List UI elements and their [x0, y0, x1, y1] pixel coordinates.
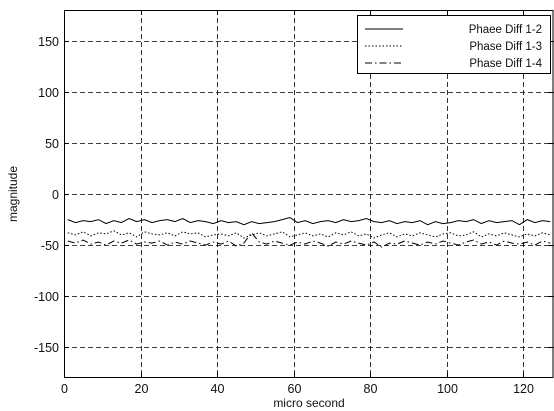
x-tick-label: 80	[364, 382, 378, 396]
series-line-1	[67, 216, 551, 226]
x-tick-label: 100	[437, 382, 458, 396]
legend-label: Phaee Diff 1-2	[469, 24, 542, 36]
legend: Phaee Diff 1-2 Phase Diff 1-3 Phase Diff 1…	[357, 15, 551, 74]
legend-label: Phase Diff 1-4	[469, 58, 542, 70]
y-tick-label: 100	[38, 86, 59, 100]
series-line-2	[67, 230, 551, 239]
tick-labels: 0 20 40 60 80 100 120 150 100 50 0 -50 -100 -150	[34, 35, 534, 396]
legend-items: Phaee Diff 1-2 Phase Diff 1-3 Phase Diff 1…	[365, 24, 543, 70]
x-tick-label: 0	[61, 382, 68, 396]
series-layer	[67, 216, 551, 248]
x-tick-label: 60	[288, 382, 302, 396]
ticks	[64, 10, 553, 378]
y-tick-label: 0	[52, 188, 59, 202]
y-tick-label: 150	[38, 35, 59, 49]
x-tick-label: 120	[513, 382, 534, 396]
grid	[64, 10, 554, 378]
x-tick-label: 20	[135, 382, 149, 396]
y-tick-label: -150	[34, 341, 59, 355]
x-tick-label: 40	[211, 382, 225, 396]
legend-box	[357, 15, 551, 74]
y-tick-label: -100	[34, 290, 59, 304]
series-line-3	[67, 231, 551, 248]
y-tick-label: -50	[41, 239, 59, 253]
x-axis-label: micro second	[273, 396, 344, 410]
y-axis-label: magnitude	[6, 166, 20, 222]
y-tick-label: 50	[45, 137, 59, 151]
legend-label: Phase Diff 1-3	[469, 41, 542, 53]
